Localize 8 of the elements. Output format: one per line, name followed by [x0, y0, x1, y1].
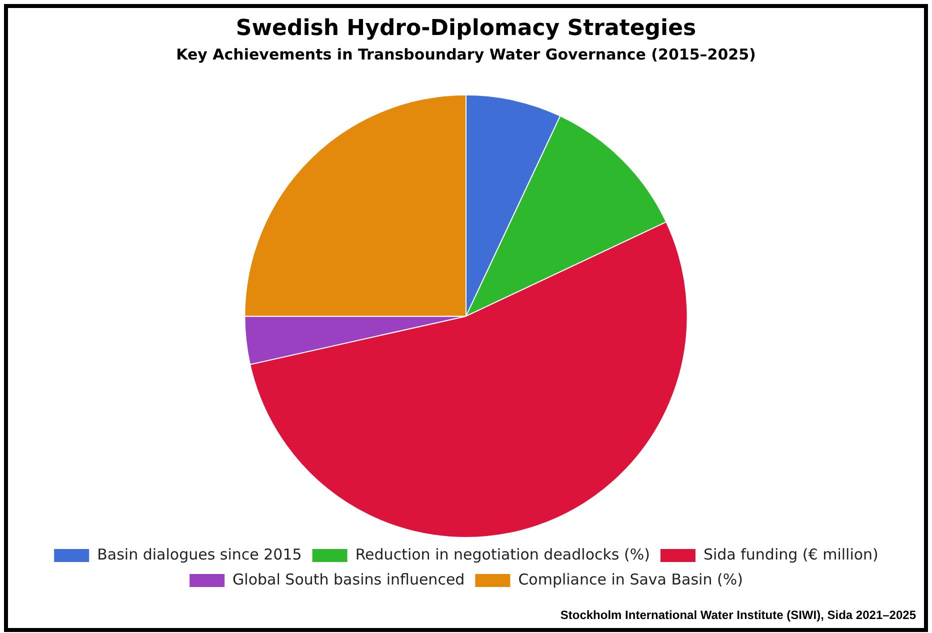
legend-label: Compliance in Sava Basin (%): [518, 570, 743, 588]
chart-title: Swedish Hydro-Diplomacy Strategies: [236, 16, 696, 41]
legend-label: Reduction in negotiation deadlocks (%): [355, 545, 650, 564]
legend-label: Sida funding (€ million): [703, 545, 878, 564]
text: Stockholm International Water Institute (SIWI), Sida 2021–2025: [560, 608, 916, 622]
legend-label: Global South basins influenced: [232, 570, 465, 588]
chart-subtitle: Key Achievements in Transboundary Water Governance (2015–2025): [176, 45, 756, 64]
legend-label: Basin dialogues since 2015: [97, 545, 302, 564]
